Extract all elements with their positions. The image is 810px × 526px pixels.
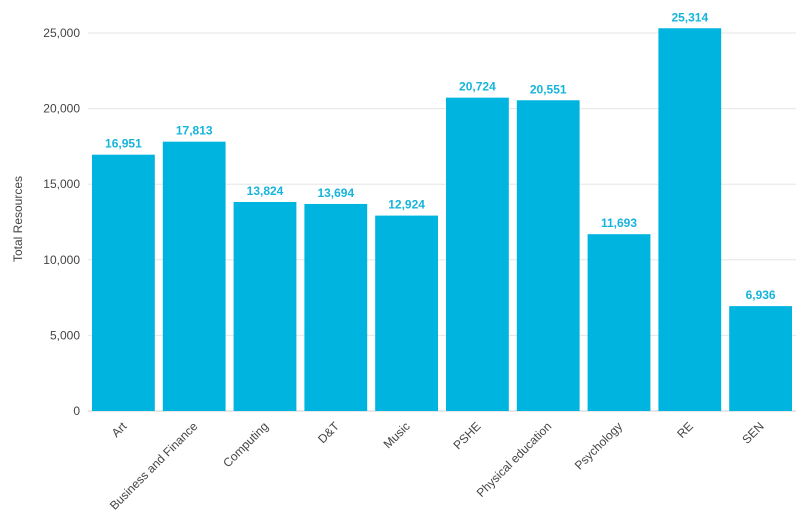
data-label: 12,924 xyxy=(388,198,425,212)
data-labels: 16,951 17,813 13,824 13,694 12,924 20,724 20,5… xyxy=(105,10,776,302)
data-label: 20,551 xyxy=(530,82,567,96)
x-tick-label: Music xyxy=(381,419,413,451)
x-tick-label: PSHE xyxy=(451,419,484,452)
y-axis-ticks: 0 5,000 10,000 15,000 20,000 25,000 xyxy=(43,26,80,418)
y-tick-label: 15,000 xyxy=(43,177,80,191)
bar xyxy=(92,154,155,412)
x-tick-label: SEN xyxy=(739,419,766,446)
bar xyxy=(162,141,226,412)
x-tick-label: RE xyxy=(674,419,696,441)
y-tick-label: 25,000 xyxy=(43,26,80,40)
data-label: 25,314 xyxy=(671,10,708,24)
x-tick-label: Psychology xyxy=(572,419,625,472)
y-axis-title: Total Resources xyxy=(11,176,25,262)
bar xyxy=(516,100,580,411)
bar xyxy=(446,97,509,411)
x-tick-label: Physical education xyxy=(474,419,555,500)
y-tick-label: 0 xyxy=(73,404,80,418)
y-tick-label: 10,000 xyxy=(43,253,80,267)
bar xyxy=(587,234,651,411)
bar xyxy=(233,201,297,411)
x-tick-label: Computing xyxy=(220,419,271,470)
data-label: 20,724 xyxy=(459,80,496,94)
x-tick-label: Art xyxy=(109,419,130,440)
bar xyxy=(375,215,438,411)
bar xyxy=(729,306,792,411)
data-label: 13,694 xyxy=(317,186,354,200)
data-label: 6,936 xyxy=(746,288,776,302)
y-tick-label: 5,000 xyxy=(50,328,80,342)
bars xyxy=(92,28,792,412)
bar xyxy=(304,203,368,411)
y-tick-label: 20,000 xyxy=(43,102,80,116)
data-label: 17,813 xyxy=(176,124,213,138)
data-label: 13,824 xyxy=(247,184,284,198)
data-label: 11,693 xyxy=(601,216,637,230)
x-tick-label: D&T xyxy=(315,419,342,446)
bar xyxy=(658,28,722,411)
data-label: 16,951 xyxy=(105,137,142,151)
